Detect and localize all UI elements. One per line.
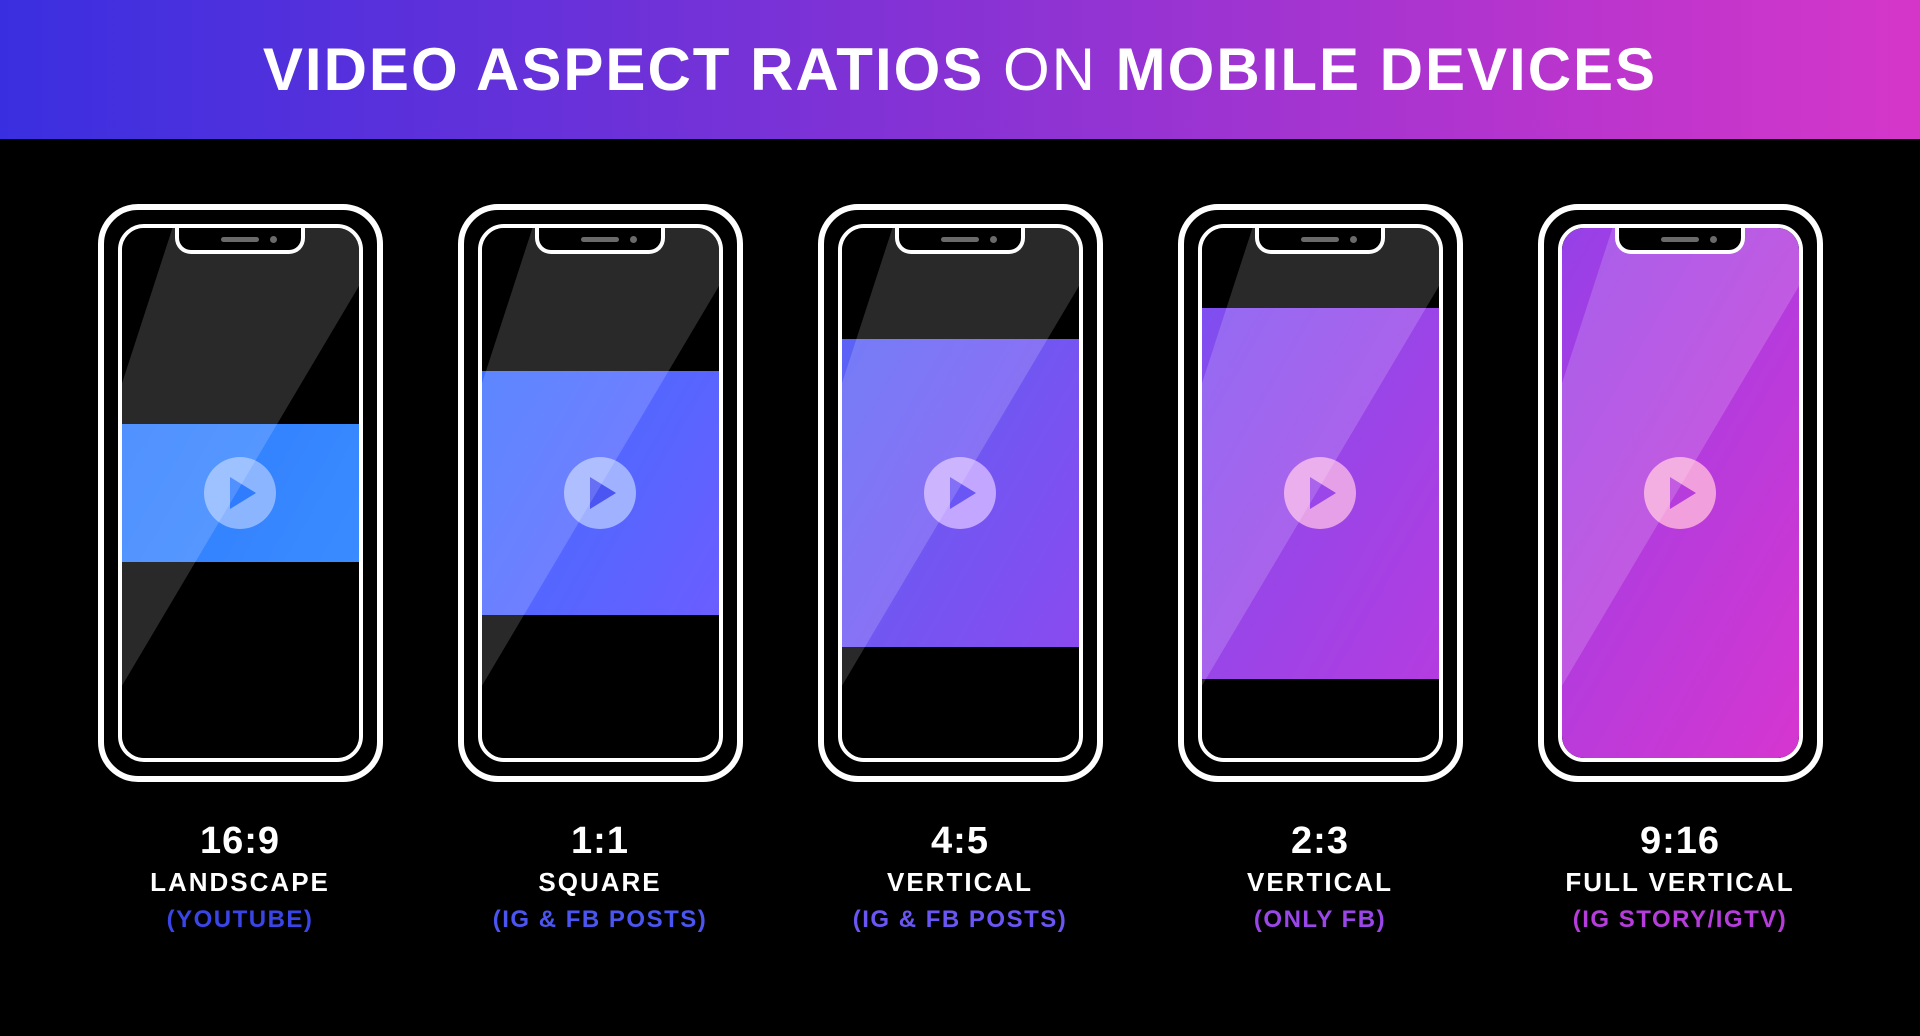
phone-notch [535, 228, 665, 254]
video-area [1562, 228, 1799, 758]
orientation-label: SQUARE [493, 867, 708, 898]
play-triangle-icon [950, 477, 976, 509]
phone-screen [838, 224, 1083, 762]
speaker-icon [1661, 237, 1699, 242]
ratio-label: 1:1 [493, 820, 708, 863]
screen-inner [842, 228, 1079, 758]
phone-labels: 9:16 FULL VERTICAL (IG STORY/IGTV) [1565, 820, 1794, 934]
screen-inner [1202, 228, 1439, 758]
platform-label: (IG STORY/IGTV) [1565, 906, 1794, 934]
play-icon [1284, 457, 1356, 529]
speaker-icon [221, 237, 259, 242]
phone-screen [1198, 224, 1443, 762]
ratio-label: 4:5 [853, 820, 1068, 863]
speaker-icon [1301, 237, 1339, 242]
phone-notch [895, 228, 1025, 254]
screen-inner [122, 228, 359, 758]
header-part3: MOBILE DEVICES [1116, 36, 1657, 103]
orientation-label: FULL VERTICAL [1565, 867, 1794, 898]
orientation-label: VERTICAL [853, 867, 1068, 898]
orientation-label: LANDSCAPE [150, 867, 330, 898]
phone-col-1: 1:1 SQUARE (IG & FB POSTS) [458, 204, 743, 934]
camera-icon [990, 236, 997, 243]
phone-col-0: 16:9 LANDSCAPE (YOUTUBE) [98, 204, 383, 934]
phone-frame [818, 204, 1103, 782]
phone-labels: 16:9 LANDSCAPE (YOUTUBE) [150, 820, 330, 934]
phone-frame [1538, 204, 1823, 782]
video-area [842, 339, 1079, 646]
play-icon [564, 457, 636, 529]
ratio-label: 16:9 [150, 820, 330, 863]
phone-notch [1255, 228, 1385, 254]
video-area [1202, 308, 1439, 679]
ratio-label: 2:3 [1247, 820, 1393, 863]
header-part1: VIDEO ASPECT RATIOS [263, 36, 984, 103]
platform-label: (YOUTUBE) [150, 906, 330, 934]
ratio-label: 9:16 [1565, 820, 1794, 863]
platform-label: (IG & FB POSTS) [493, 906, 708, 934]
camera-icon [1350, 236, 1357, 243]
phone-notch [1615, 228, 1745, 254]
play-triangle-icon [1670, 477, 1696, 509]
header-banner: VIDEO ASPECT RATIOS ON MOBILE DEVICES [0, 0, 1920, 139]
screen-inner [482, 228, 719, 758]
platform-label: (IG & FB POSTS) [853, 906, 1068, 934]
screen-inner [1562, 228, 1799, 758]
camera-icon [630, 236, 637, 243]
phone-labels: 4:5 VERTICAL (IG & FB POSTS) [853, 820, 1068, 934]
video-area [122, 424, 359, 562]
video-area [482, 371, 719, 615]
play-triangle-icon [590, 477, 616, 509]
phone-screen [1558, 224, 1803, 762]
phones-row: 16:9 LANDSCAPE (YOUTUBE) 1:1 SQUARE (IG & FB … [0, 204, 1920, 934]
play-icon [924, 457, 996, 529]
play-icon [1644, 457, 1716, 529]
phone-notch [175, 228, 305, 254]
phone-frame [458, 204, 743, 782]
phone-screen [478, 224, 723, 762]
play-icon [204, 457, 276, 529]
phone-screen [118, 224, 363, 762]
phone-labels: 1:1 SQUARE (IG & FB POSTS) [493, 820, 708, 934]
play-triangle-icon [230, 477, 256, 509]
camera-icon [270, 236, 277, 243]
speaker-icon [581, 237, 619, 242]
header-part2: ON [1003, 36, 1097, 103]
phone-col-4: 9:16 FULL VERTICAL (IG STORY/IGTV) [1538, 204, 1823, 934]
phone-frame [98, 204, 383, 782]
phone-col-3: 2:3 VERTICAL (ONLY FB) [1178, 204, 1463, 934]
phone-col-2: 4:5 VERTICAL (IG & FB POSTS) [818, 204, 1103, 934]
orientation-label: VERTICAL [1247, 867, 1393, 898]
camera-icon [1710, 236, 1717, 243]
platform-label: (ONLY FB) [1247, 906, 1393, 934]
phone-frame [1178, 204, 1463, 782]
speaker-icon [941, 237, 979, 242]
play-triangle-icon [1310, 477, 1336, 509]
phone-labels: 2:3 VERTICAL (ONLY FB) [1247, 820, 1393, 934]
